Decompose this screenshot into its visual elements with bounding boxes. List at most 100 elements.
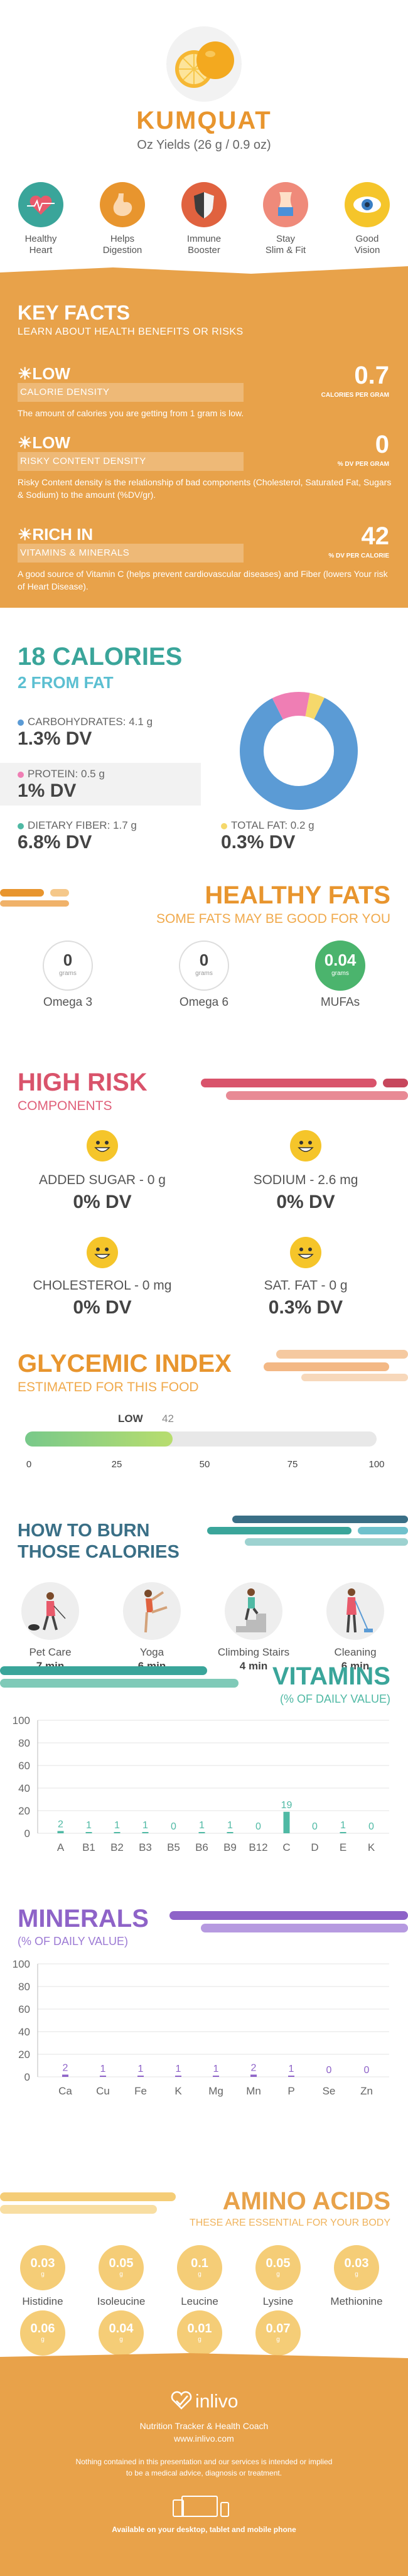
amino-value: 0.01 (187, 2322, 212, 2336)
burn-activity-label: Pet Care (29, 1646, 72, 1658)
brand-name: inlivo (195, 2391, 239, 2412)
bar-value-label: 0 (368, 1821, 374, 1832)
bar-B9 (227, 1832, 234, 1833)
x-tick-label: E (340, 1841, 346, 1853)
amino-unit: g (198, 2271, 201, 2278)
fiber-dv: 6.8% DV (18, 832, 92, 853)
carbohydrates-dot (18, 719, 24, 726)
amino-value: 0.07 (266, 2322, 291, 2336)
brand-url[interactable]: www.inlivo.com (174, 2433, 234, 2444)
calories-section: 18 CALORIES 2 FROM FAT CARBOHYDRATES: 4.… (0, 628, 408, 866)
protein-stat: PROTEIN: 0.5 g 1% DV (0, 763, 201, 806)
footer: inlivo Nutrition Tracker & Health Coach … (0, 2353, 408, 2576)
bar-value-label: 0 (312, 1821, 318, 1832)
y-tick-label: 100 (13, 1715, 30, 1727)
amino-circle: 0.05 g (99, 2245, 144, 2290)
bar-B3 (142, 1832, 149, 1833)
fact-name-bar: CALORIE DENSITY (18, 383, 244, 402)
sat-fat-label: SAT. FAT - 0 g (264, 1278, 348, 1293)
decor-stripes (0, 2192, 176, 2214)
fact-value: 0 (375, 431, 389, 458)
burn-section: HOW TO BURN THOSE CALORIES Pet Care 7 mi… (0, 1513, 408, 1714)
gi-tick: 25 (111, 1459, 122, 1470)
healthy-fats-section: HEALTHY FATS SOME FATS MAY BE GOOD FOR Y… (0, 879, 408, 1042)
yoga-icon (123, 1582, 181, 1640)
burn-activity-label: Yoga (139, 1646, 164, 1658)
fact-level: ☀RICH IN (18, 525, 94, 544)
smile-icon (290, 1237, 321, 1268)
vitamins-section: VITAMINS (% OF DAILY VALUE) 0 20 40 60 80 100… (0, 1657, 408, 1934)
smile-icon (290, 1130, 321, 1161)
gi-tick: 50 (199, 1459, 210, 1470)
gi-level: LOW (118, 1413, 143, 1425)
fact-level: ☀LOW (18, 364, 70, 383)
bar-B6 (198, 1832, 205, 1833)
cholesterol-dv: 0% DV (73, 1297, 132, 1318)
key-facts-section: KEY FACTS LEARN ABOUT HEALTH BENEFITS OR… (0, 266, 408, 608)
benefit-label: Healthy Heart (24, 234, 57, 256)
x-tick-label: Mn (246, 2085, 261, 2097)
devices-icon (0, 2494, 408, 2522)
smile-icon (87, 1237, 118, 1268)
bar-value-label: 0 (326, 2065, 332, 2076)
fact-unit: CALORIES PER GRAM (321, 392, 389, 399)
added-sugar-dv: 0% DV (73, 1192, 132, 1212)
protein-dv: 1% DV (18, 780, 77, 801)
fact-unit: % DV PER GRAM (337, 461, 389, 468)
healthy-fats-subtitle: SOME FATS MAY BE GOOD FOR YOU (156, 912, 390, 926)
amino-unit: g (119, 2271, 123, 2278)
fact-name-bar: VITAMINS & MINERALS (18, 544, 244, 563)
bar-value-label: 1 (199, 1820, 205, 1831)
amino-value: 0.05 (109, 2256, 134, 2270)
bar-C (283, 1811, 290, 1833)
x-tick-label: B3 (139, 1841, 152, 1853)
carbohydrates-dv: 1.3% DV (18, 728, 92, 749)
fiber-dot (18, 822, 24, 829)
amino-unit: g (276, 2336, 280, 2343)
amino-subtitle: THESE ARE ESSENTIAL FOR YOUR BODY (189, 2218, 390, 2228)
amino-circle: 0.05 g (255, 2245, 301, 2290)
benefit-immune-booster: Immune Booster (169, 182, 239, 256)
glycemic-section: GLYCEMIC INDEX ESTIMATED FOR THIS FOOD L… (0, 1337, 408, 1494)
high-risk-subtitle: COMPONENTS (18, 1099, 112, 1113)
bar-B1 (85, 1832, 92, 1833)
bar-value-label: 2 (251, 2062, 257, 2073)
burn-title-2: THOSE CALORIES (18, 1542, 180, 1562)
decor-stripes (0, 1666, 239, 1688)
bar-Mn (250, 2074, 257, 2077)
bar-value-label: 1 (213, 2064, 219, 2074)
x-tick-label: B5 (167, 1841, 180, 1853)
amino-value: 0.1 (191, 2256, 208, 2270)
decor-stripes (0, 889, 69, 907)
y-tick-label: 80 (18, 1981, 30, 1993)
amino-label: Methionine (330, 2295, 383, 2307)
y-tick-label: 80 (18, 1737, 30, 1749)
x-tick-label: Fe (134, 2085, 147, 2097)
fact-value: 42 (361, 522, 390, 550)
benefit-stay-slim: Stay Slim & Fit (251, 182, 320, 256)
x-tick-label: Zn (360, 2085, 373, 2097)
burn-activity-label: Climbing Stairs (217, 1646, 290, 1658)
eye-icon (345, 182, 390, 227)
smile-icon (87, 1130, 118, 1161)
y-tick-label: 0 (24, 2071, 30, 2083)
benefit-helps-digestion: Helps Digestion (88, 182, 157, 256)
burn-activity-time: 6 min (341, 1660, 370, 1672)
fact-level: ☀LOW (18, 433, 70, 452)
glycemic-title: GLYCEMIC INDEX (18, 1350, 232, 1377)
bar-value-label: 1 (86, 1820, 92, 1831)
stairs-icon (225, 1582, 282, 1640)
cholesterol-label: CHOLESTEROL - 0 mg (33, 1278, 172, 1293)
x-tick-label: B1 (82, 1841, 95, 1853)
added-sugar-label: ADDED SUGAR - 0 g (39, 1173, 166, 1187)
amino-unit: g (276, 2271, 280, 2278)
shield-icon (181, 182, 227, 227)
burn-activity-label: Cleaning (334, 1646, 377, 1658)
x-tick-label: Ca (58, 2085, 72, 2097)
wave-divider (0, 266, 408, 278)
sodium-label: SODIUM - 2.6 mg (253, 1173, 358, 1187)
bar-E (340, 1832, 346, 1833)
calories-title: 18 CALORIES (18, 643, 183, 671)
fact-unit: % DV PER CALORIE (328, 552, 389, 559)
wave-divider (0, 2353, 408, 2362)
